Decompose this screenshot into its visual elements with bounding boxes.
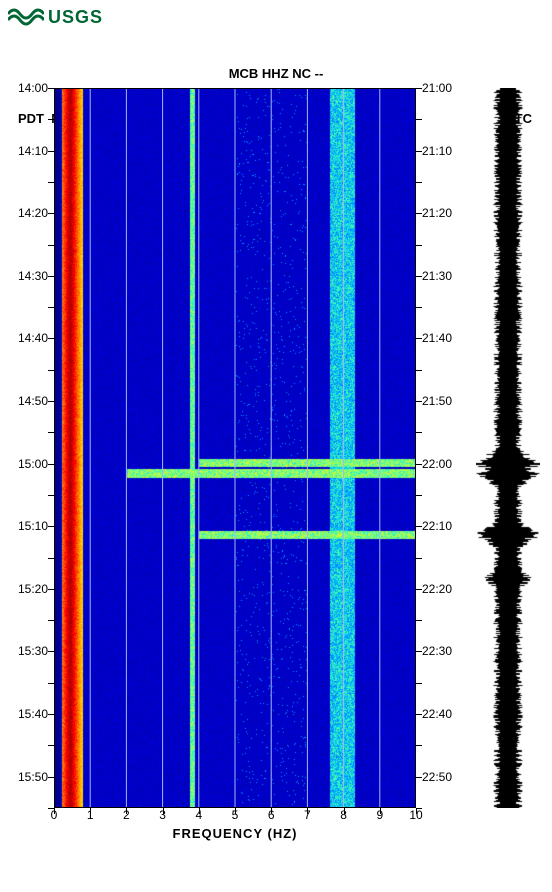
ytick-left: 15:50 [18,770,48,784]
ytick-left: 14:10 [18,144,48,158]
ytick-left: 15:30 [18,644,48,658]
ytick-right: 22:40 [422,707,452,721]
spectrogram-plot [54,88,416,808]
usgs-wave-icon [8,6,44,28]
ytick-right: 21:30 [422,269,452,283]
ytick-right: 22:20 [422,582,452,596]
grid-overlay [54,88,416,808]
ytick-right: 22:00 [422,457,452,471]
ytick-left: 15:40 [18,707,48,721]
ytick-right: 21:00 [422,81,452,95]
ytick-right: 22:50 [422,770,452,784]
ytick-left: 14:40 [18,331,48,345]
ytick-right: 21:10 [422,144,452,158]
ytick-right: 22:30 [422,644,452,658]
ytick-left: 15:10 [18,519,48,533]
ytick-left: 14:30 [18,269,48,283]
ytick-left: 14:50 [18,394,48,408]
usgs-logo: USGS [8,6,103,28]
ytick-left: 15:20 [18,582,48,596]
spectrogram-page: { "logo_text": "USGS", "logo_color": "#0… [0,0,552,892]
station-line: MCB HHZ NC -- [229,66,324,81]
x-axis-label: FREQUENCY (HZ) [54,826,416,841]
y-axis-left: 14:0014:1014:2014:3014:4014:5015:0015:10… [0,88,54,808]
ytick-left: 14:00 [18,81,48,95]
usgs-logo-text: USGS [48,7,103,28]
ytick-left: 14:20 [18,206,48,220]
ytick-right: 21:20 [422,206,452,220]
ytick-left: 15:00 [18,457,48,471]
waveform-canvas [476,88,540,808]
ytick-right: 22:10 [422,519,452,533]
ytick-right: 21:40 [422,331,452,345]
y-axis-right: 21:0021:1021:2021:3021:4021:5022:0022:10… [416,88,466,808]
waveform-panel [476,88,540,808]
ytick-right: 21:50 [422,394,452,408]
